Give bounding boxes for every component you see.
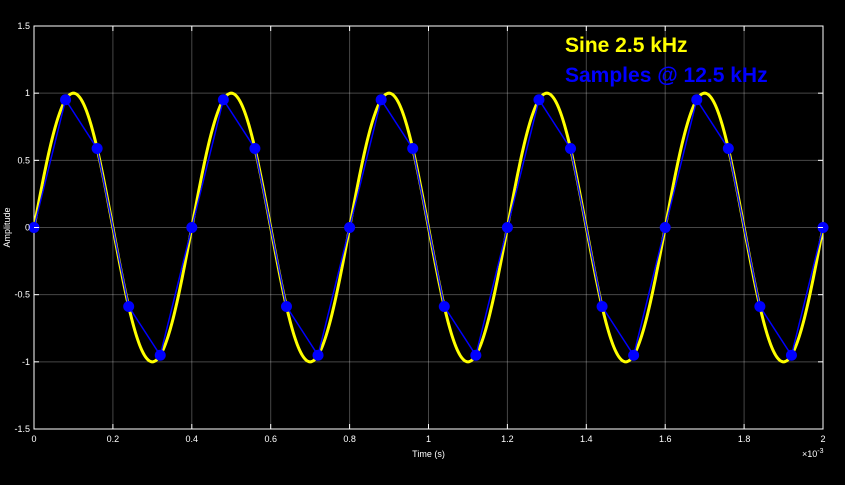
sample-point	[344, 222, 356, 233]
y-tick-label: 1.5	[17, 21, 30, 31]
sample-point	[60, 94, 72, 106]
y-tick-label: 1	[25, 88, 30, 98]
y-tick-label: 0.5	[17, 155, 30, 165]
tick-layer: 0 0.2 0.4 0.6 0.8 1 1.2 1.4 1.6 1.8 2 1.5 1 0.5 0 -0.5 -…	[14, 21, 825, 444]
legend-entry-sine: Sine 2.5 kHz	[565, 34, 688, 57]
x-tick-label: 1.8	[738, 434, 751, 444]
x-tick-label: 0.6	[264, 434, 277, 444]
sample-point	[438, 300, 450, 312]
x-tick-label: 2	[820, 434, 825, 444]
sample-point	[154, 349, 166, 361]
sample-point	[659, 222, 671, 233]
sample-point	[407, 143, 419, 155]
x-tick-label: 0.8	[343, 434, 356, 444]
x-axis-exponent-base: ×10	[802, 449, 817, 459]
sample-point	[312, 349, 324, 361]
series-line-samples	[33, 97, 824, 358]
sample-point	[501, 222, 513, 233]
sample-point	[565, 143, 577, 155]
y-axis-label: Amplitude	[2, 207, 12, 247]
x-tick-label: 1.6	[659, 434, 672, 444]
sample-point	[628, 349, 640, 361]
sample-point	[470, 349, 482, 361]
sample-point	[596, 300, 608, 312]
x-tick-label: 0	[31, 434, 36, 444]
sample-point	[722, 143, 734, 155]
sample-point	[91, 143, 103, 155]
sample-point	[785, 349, 797, 361]
y-tick-label: -1	[22, 357, 30, 367]
y-tick-label: 0	[25, 223, 30, 233]
legend-entry-samples: Samples @ 12.5 kHz	[565, 64, 768, 87]
sample-point	[375, 94, 387, 106]
sample-point	[217, 94, 229, 106]
x-axis-exponent: ×10-3	[802, 448, 824, 459]
y-tick-label: -0.5	[14, 290, 30, 300]
x-axis-exponent-power: -3	[817, 448, 823, 455]
x-tick-label: 0.4	[186, 434, 199, 444]
sample-point	[280, 300, 292, 312]
x-axis-label: Time (s)	[412, 449, 445, 459]
sample-point	[691, 94, 703, 106]
sample-point	[533, 94, 545, 106]
x-tick-label: 1.2	[501, 434, 514, 444]
sample-point	[123, 300, 135, 312]
sample-point	[186, 222, 198, 233]
sample-point	[249, 143, 261, 155]
x-tick-label: 1.4	[580, 434, 593, 444]
sample-point	[754, 300, 766, 312]
x-tick-label: 1	[426, 434, 431, 444]
y-tick-label: -1.5	[14, 424, 30, 434]
x-tick-label: 0.2	[107, 434, 120, 444]
